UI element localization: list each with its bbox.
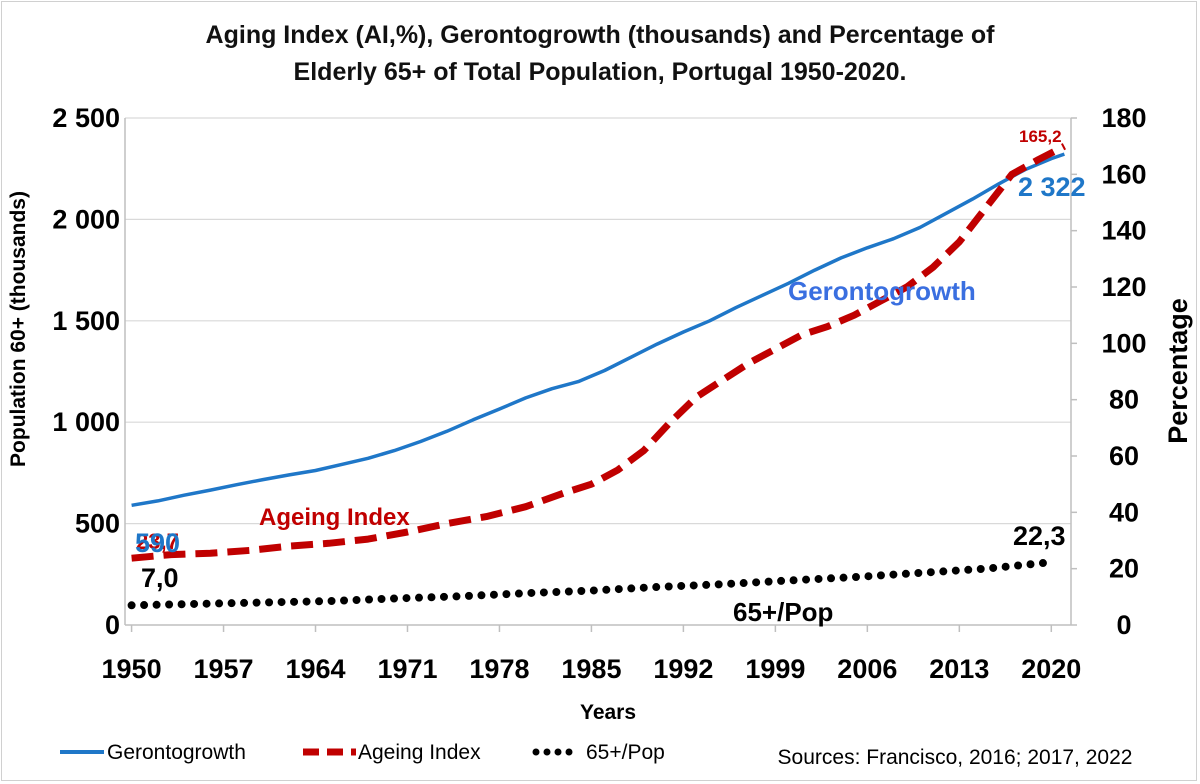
y-left-tick-label: 2 500 [52, 103, 120, 133]
y-left-tick-label: 2 000 [52, 204, 120, 234]
y-right-tick-label: 160 [1101, 159, 1146, 189]
y-right-tick-label: 60 [1109, 441, 1139, 471]
source-note: Sources: Francisco, 2016; 2017, 2022 [778, 746, 1133, 769]
y-left-tick-label: 0 [105, 610, 120, 640]
ai-start-label: 23,7 [136, 529, 179, 554]
y-right-tick-label: 0 [1116, 610, 1131, 640]
y-axis-left-title: Population 60+ (thousands) [7, 191, 30, 467]
legend-label-65-pop: 65+/Pop [586, 741, 665, 764]
x-axis-title: Years [580, 701, 636, 724]
x-tick-label: 1964 [285, 654, 345, 684]
x-tick-marks [130, 625, 1053, 632]
left-tick-labels: 0 500 1 000 1 500 2 000 2 500 [52, 103, 120, 640]
x-tick-label: 2020 [1021, 654, 1081, 684]
x-tick-label: 1985 [561, 654, 621, 684]
pop-end-label: 22,3 [1013, 521, 1066, 551]
y-right-tick-label: 40 [1109, 497, 1139, 527]
y-right-tick-label: 120 [1101, 272, 1146, 302]
legend-label-ageing-index: Ageing Index [358, 741, 481, 764]
series-line-ageing-index [131, 143, 1067, 562]
y-left-tick-label: 1 000 [52, 407, 120, 437]
x-tick-label: 2013 [929, 654, 989, 684]
y-right-tick-label: 140 [1101, 216, 1146, 246]
x-tick-label: 1971 [377, 654, 437, 684]
x-tick-label: 2006 [837, 654, 897, 684]
pop-series-label: 65+/Pop [733, 597, 833, 627]
y-axis-right-title: Percentage [1163, 298, 1193, 444]
x-tick-label: 1999 [745, 654, 805, 684]
chart-title-line1: Aging Index (AI,%), Gerontogrowth (thous… [206, 21, 996, 49]
y-right-tick-label: 180 [1101, 103, 1146, 133]
x-tick-label: 1978 [469, 654, 529, 684]
ai-end-label: 165,2 [1019, 127, 1062, 146]
y-right-tick-label: 100 [1101, 328, 1146, 358]
x-tick-label: 1957 [194, 654, 254, 684]
series-layer [127, 143, 1067, 610]
geronto-start-label: 590 [135, 528, 180, 558]
y-right-tick-label: 20 [1109, 554, 1139, 584]
series-line-65-pop [127, 558, 1056, 610]
chart-title-line2: Elderly 65+ of Total Population, Portuga… [294, 58, 907, 86]
ai-series-label: Ageing Index [259, 504, 410, 531]
y-left-tick-label: 1 500 [52, 306, 120, 336]
x-tick-labels: 1950 1957 1964 1971 1978 1985 1992 1999 2006 2013… [102, 654, 1082, 684]
geronto-end-label: 2 322 [1018, 172, 1086, 202]
pop-start-label: 7,0 [141, 563, 179, 593]
x-tick-label: 1992 [653, 654, 713, 684]
series-line-gerontogrowth [131, 152, 1065, 508]
x-tick-label: 1950 [102, 654, 162, 684]
legend: Gerontogrowth Ageing Index 65+/Pop [60, 741, 665, 764]
legend-label-gerontogrowth: Gerontogrowth [107, 741, 246, 764]
right-tick-marks [1071, 117, 1077, 626]
y-right-tick-label: 80 [1109, 385, 1139, 415]
right-tick-labels: 0 20 40 60 80 100 120 140 160 180 [1101, 103, 1146, 640]
geronto-series-label: Gerontogrowth [788, 276, 976, 306]
y-left-tick-label: 500 [75, 509, 120, 539]
gridlines [125, 117, 1071, 525]
